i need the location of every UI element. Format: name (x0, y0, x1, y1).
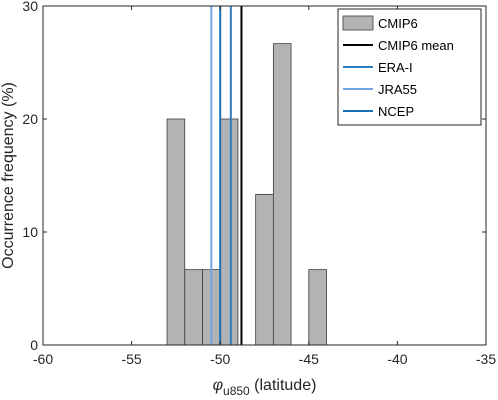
x-tick-label: -55 (121, 351, 141, 367)
y-tick-label: 20 (22, 111, 38, 127)
x-tick-label: -40 (387, 351, 407, 367)
y-tick-label: 0 (30, 337, 38, 353)
x-axis-ticks: -60 -55 -50 -45 -40 -35 (33, 6, 496, 367)
x-axis-label-rest: (latitude) (250, 377, 317, 394)
histogram-bar (219, 118, 239, 346)
legend-label: ERA-I (378, 60, 413, 75)
legend-swatch (342, 15, 374, 31)
histogram-bar (255, 193, 274, 346)
y-axis-ticks: 0 10 20 30 (22, 0, 486, 353)
x-tick-label: -45 (299, 351, 319, 367)
legend-label: CMIP6 mean (378, 38, 454, 53)
histogram-bar (184, 269, 203, 346)
histogram-bars (166, 43, 327, 346)
y-tick-label: 10 (22, 224, 38, 240)
x-tick-label: -60 (33, 351, 53, 367)
legend-label: NCEP (378, 104, 414, 119)
x-axis-label: φu850 (latitude) (213, 377, 317, 398)
x-tick-label: -50 (210, 351, 230, 367)
histogram-bar (272, 43, 292, 346)
legend: CMIP6 CMIP6 mean ERA-I JRA55 NCEP (337, 8, 482, 126)
histogram-bar (166, 118, 186, 346)
y-axis-label: Occurrence frequency (%) (0, 82, 17, 269)
x-axis-label-subscript: u850 (223, 384, 250, 398)
x-tick-label: -35 (476, 351, 496, 367)
legend-label: JRA55 (378, 82, 417, 97)
legend-label: CMIP6 (378, 16, 418, 31)
y-tick-label: 30 (22, 0, 38, 14)
x-axis-label-symbol: φ (213, 377, 223, 394)
plot-frame (42, 5, 487, 346)
histogram-bar (308, 269, 327, 346)
reference-lines (210, 6, 243, 345)
